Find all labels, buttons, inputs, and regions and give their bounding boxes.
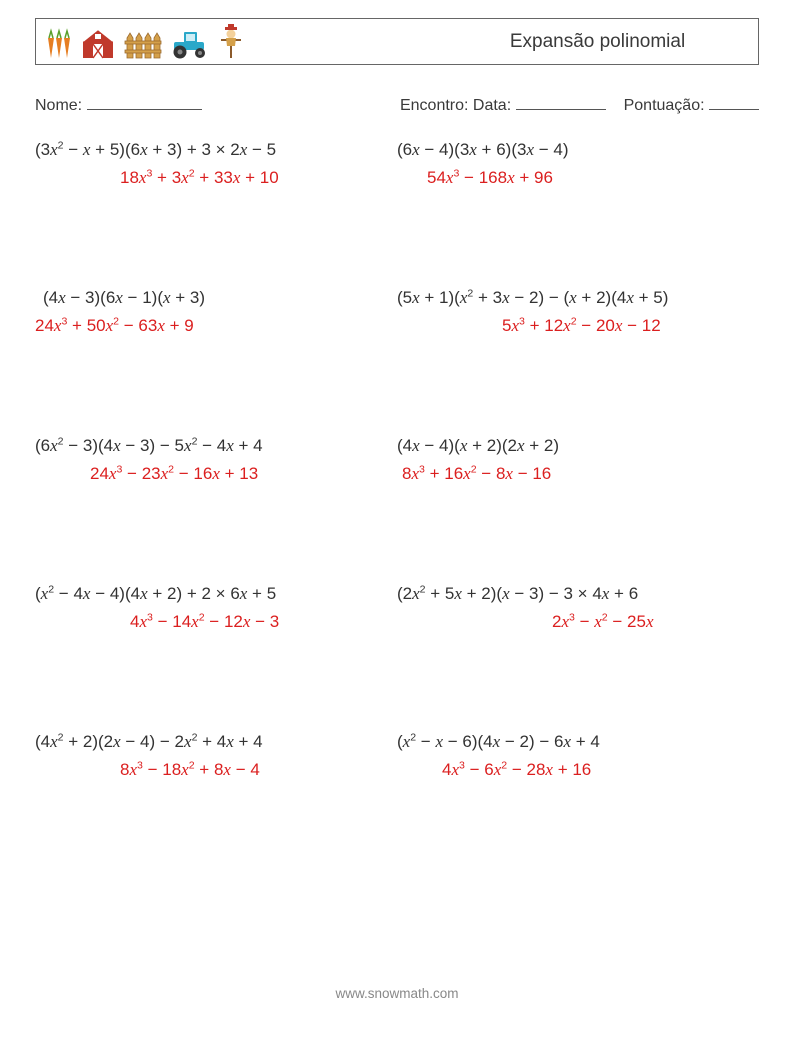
scarecrow-icon	[218, 24, 244, 60]
problem-question: (4x2 + 2)(2x − 4) − 2x2 + 4x + 4	[35, 732, 397, 752]
date-blank[interactable]	[516, 92, 606, 110]
problem-answer: 4x3 − 14x2 − 12x − 3	[35, 612, 397, 632]
name-blank[interactable]	[87, 92, 202, 110]
problem-answer: 24x3 − 23x2 − 16x + 13	[35, 464, 397, 484]
problem-answer: 8x3 + 16x2 − 8x − 16	[397, 464, 759, 484]
problem-question: (x2 − x − 6)(4x − 2) − 6x + 4	[397, 732, 759, 752]
problem-answer: 5x3 + 12x2 − 20x − 12	[397, 316, 759, 336]
header-icons	[36, 24, 244, 60]
score-blank[interactable]	[709, 92, 759, 110]
name-label: Nome:	[35, 97, 87, 114]
problem-answer: 2x3 − x2 − 25x	[397, 612, 759, 632]
problem-question: (5x + 1)(x2 + 3x − 2) − (x + 2)(4x + 5)	[397, 288, 759, 308]
problem-question: (3x2 − x + 5)(6x + 3) + 3 × 2x − 5	[35, 140, 397, 160]
problem-question: (4x − 4)(x + 2)(2x + 2)	[397, 436, 759, 456]
tractor-icon	[170, 26, 210, 60]
score-label: Pontuação:	[624, 97, 709, 114]
meta-row: Nome: Encontro: Data: Pontuação:	[35, 92, 759, 115]
fence-icon	[124, 26, 162, 60]
barn-icon	[80, 26, 116, 60]
problem-answer: 54x3 − 168x + 96	[397, 168, 759, 188]
problem-answer: 4x3 − 6x2 − 28x + 16	[397, 760, 759, 780]
problem-question: (4x − 3)(6x − 1)(x + 3)	[35, 288, 397, 308]
footer: www.snowmath.com	[0, 986, 794, 1001]
problems-grid: (3x2 − x + 5)(6x + 3) + 3 × 2x − 5 18x3 +…	[35, 140, 759, 880]
carrots-icon	[44, 26, 72, 60]
problem-answer: 24x3 + 50x2 − 63x + 9	[35, 316, 397, 336]
problem-question: (6x2 − 3)(4x − 3) − 5x2 − 4x + 4	[35, 436, 397, 456]
worksheet-header: Expansão polinomial	[35, 18, 759, 65]
problem-answer: 18x3 + 3x2 + 33x + 10	[35, 168, 397, 188]
footer-link[interactable]: www.snowmath.com	[335, 986, 458, 1001]
problem-question: (6x − 4)(3x + 6)(3x − 4)	[397, 140, 759, 160]
date-label: Encontro: Data:	[400, 97, 516, 114]
problem-question: (x2 − 4x − 4)(4x + 2) + 2 × 6x + 5	[35, 584, 397, 604]
worksheet-title: Expansão polinomial	[417, 31, 778, 53]
problem-question: (2x2 + 5x + 2)(x − 3) − 3 × 4x + 6	[397, 584, 759, 604]
problem-answer: 8x3 − 18x2 + 8x − 4	[35, 760, 397, 780]
